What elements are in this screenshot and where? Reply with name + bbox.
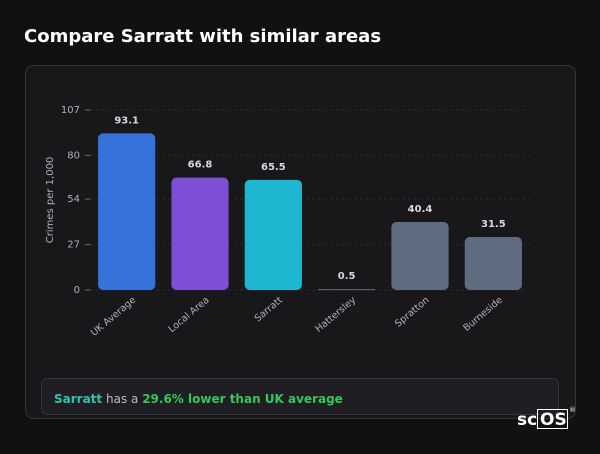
value-label: 66.8 [188, 160, 213, 171]
y-axis-label: Crimes per 1,000 [45, 157, 56, 244]
y-tick-label: 0 [74, 285, 80, 296]
logo-mark: ® [569, 406, 576, 414]
value-label: 31.5 [481, 219, 506, 230]
y-tick-label: 27 [67, 240, 80, 251]
logo-box [537, 409, 568, 429]
bar [244, 179, 302, 290]
summary-middle: has a [106, 392, 138, 406]
bar [391, 222, 449, 290]
bar [464, 237, 522, 290]
value-label: 0.5 [338, 271, 356, 282]
y-tick-label: 54 [67, 194, 80, 205]
summary-text: Sarratt has a 29.6% lower than UK averag… [54, 392, 343, 406]
summary-highlight: 29.6% lower than UK average [142, 392, 343, 406]
y-tick-label: 107 [61, 105, 80, 116]
logo-prefix: sc [517, 410, 537, 430]
y-tick-label: 80 [67, 150, 80, 161]
value-label: 40.4 [408, 204, 433, 215]
summary-box [41, 378, 559, 415]
summary-area: Sarratt [54, 392, 102, 406]
bar [171, 177, 229, 290]
page-title: Compare Sarratt with similar areas [24, 26, 381, 47]
bar [318, 289, 376, 291]
value-label: 93.1 [114, 115, 139, 126]
value-label: 65.5 [261, 162, 286, 173]
bar [98, 133, 156, 290]
logo-boxed: OS [540, 410, 567, 430]
